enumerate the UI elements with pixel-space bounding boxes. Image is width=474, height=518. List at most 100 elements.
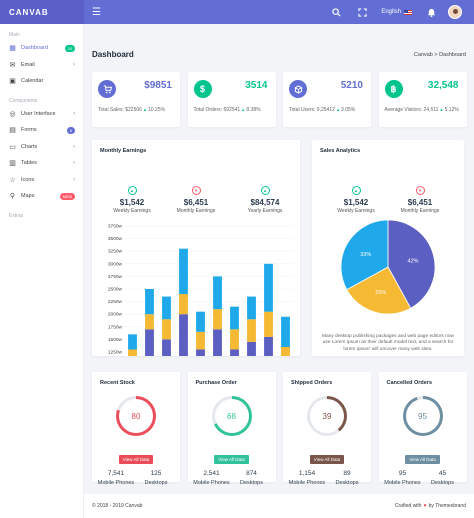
charts-icon: ▭	[9, 143, 16, 151]
donut-card: Purchase Order 68 View All Data 2,541 Mobile…	[187, 372, 276, 486]
y-tick-label: 2750w	[108, 274, 123, 280]
view-all-data-button[interactable]: View All Data	[214, 455, 249, 464]
view-all-data-button[interactable]: View All Data	[405, 455, 440, 464]
sidebar-item-label: User Interface	[21, 110, 56, 117]
donut-card: Shipped Orders 39 View All Data 1,154 Mobile…	[283, 372, 371, 486]
us-flag-icon	[404, 9, 412, 15]
sidebar-item-dashboard[interactable]: ▦ Dashboard 20	[0, 40, 83, 57]
dollar-icon: $	[193, 80, 212, 98]
view-all-data-button[interactable]: View All Data	[118, 455, 154, 464]
bar-segment	[281, 316, 290, 347]
progress-ring: 95	[402, 396, 443, 436]
y-tick-label: 1750w	[108, 324, 123, 330]
sidebar-item-tables[interactable]: ▥ Tables ›	[0, 155, 83, 172]
kpi-value: $1,542	[119, 198, 145, 207]
bitcoin-icon: ฿	[384, 80, 403, 98]
monthly-earnings-card: Monthly Earnings ▲ $1,542 Weekly Earnings ▼…	[92, 140, 300, 356]
sidebar-item-maps[interactable]: ⚲ Maps NEW	[0, 188, 83, 205]
kpi-label: Weekly Earnings	[337, 208, 375, 214]
sidebar-item-label: Email	[21, 61, 35, 68]
progress-ring: 68	[211, 396, 252, 436]
desktop-stat: 874 Desktops	[232, 469, 272, 488]
y-tick-label: 2250w	[108, 299, 123, 305]
breadcrumb[interactable]: Canvab > Dashboard	[413, 52, 466, 58]
kpi-value: $6,451	[407, 198, 433, 207]
y-tick-label: 1500w	[108, 337, 123, 343]
bar-segment	[128, 349, 137, 356]
arrow-up-icon: ▲	[240, 107, 247, 112]
bar-segment	[196, 349, 205, 356]
sales-description: Many desktop publishing packages and web…	[321, 334, 454, 352]
arrow-up-icon: ▲	[334, 107, 342, 112]
stat-card: 5210 Total Users: 9,25412 ▲ 3.05%	[283, 72, 371, 127]
notification-bell-icon[interactable]	[424, 5, 438, 19]
donut-title: Purchase Order	[195, 380, 237, 386]
desktop-count: 45	[438, 470, 447, 477]
progress-value: 95	[405, 399, 440, 433]
bar-segment	[230, 349, 239, 356]
bar-segment	[179, 248, 188, 295]
bar-segment	[162, 296, 171, 320]
stat-label: Average Visitors: 24,511	[384, 107, 439, 113]
stat-value: 32,548	[427, 80, 459, 91]
bar-segment	[264, 263, 273, 312]
bar-segment	[247, 319, 256, 342]
chevron-right-icon: ›	[73, 61, 75, 68]
sidebar-item-user-interface[interactable]: ◎ User Interface ›	[0, 106, 83, 123]
fullscreen-icon[interactable]	[355, 5, 369, 19]
sidebar-item-charts[interactable]: ▭ Charts ›	[0, 139, 83, 156]
menu-toggle-icon[interactable]: ☰	[92, 6, 101, 18]
bar-segment	[247, 296, 256, 320]
desktop-label: Desktops	[431, 480, 454, 487]
user-avatar[interactable]	[448, 5, 462, 19]
donut-title: Recent Stock	[100, 380, 135, 386]
stat-subtitle: Total Users: 9,25412 ▲ 3.05%	[289, 107, 355, 113]
sidebar-section-extras: Extras	[9, 212, 24, 219]
arrow-up-circle-icon: ▲	[351, 186, 361, 195]
language-selector[interactable]: English	[381, 9, 412, 15]
stat-card: $3514 Total Orders: 692541 ▲ 8.38%	[187, 72, 276, 127]
calendar-icon: ▣	[9, 78, 16, 86]
stat-percent: 10.25%	[148, 107, 166, 113]
kpi-label: Yearly Earnings	[247, 208, 283, 214]
sidebar-item-email[interactable]: ✉ Email ›	[0, 57, 83, 74]
sidebar-item-calendar[interactable]: ▣ Calendar	[0, 73, 83, 90]
cart-icon	[98, 80, 116, 98]
kpi-block: ▲ $1,542 Weekly Earnings	[328, 186, 384, 214]
pie-slice	[346, 266, 412, 315]
main-content: Dashboard Canvab > Dashboard $9851 Total …	[84, 24, 474, 518]
kpi-value: $6,451	[183, 198, 209, 207]
view-all-data-button[interactable]: View All Data	[309, 455, 345, 464]
sidebar-item-icons[interactable]: ☆ Icons ›	[0, 172, 83, 189]
mobile-stat: 95 Mobile Phones	[383, 469, 423, 488]
mobile-count: 2,541	[203, 470, 220, 477]
mobile-stat: 7,541 Mobile Phones	[96, 469, 136, 488]
brand-logo[interactable]: CANVAB	[0, 0, 84, 24]
bar-segment	[264, 336, 273, 356]
pie-slice	[387, 219, 436, 309]
page-title: Dashboard	[92, 50, 134, 59]
pie-label: 42%	[408, 259, 419, 265]
stat-subtitle: Average Visitors: 24,511 ▲ 5.12%	[385, 107, 459, 113]
desktop-count: 125	[150, 470, 162, 477]
desktop-count: 89	[343, 470, 351, 477]
sidebar-item-forms[interactable]: ▤ Forms 6	[0, 122, 83, 139]
progress-ring: 80	[116, 396, 156, 436]
sidebar: Main ▦ Dashboard 20 ✉ Email › ▣ Calendar Compon…	[0, 24, 84, 518]
stat-value: 3514	[245, 80, 268, 91]
language-label: English	[381, 9, 401, 15]
bar-segment	[145, 289, 154, 315]
desktop-count: 874	[246, 470, 257, 477]
search-icon[interactable]	[329, 5, 343, 19]
sidebar-item-label: Tables	[21, 160, 37, 167]
bar-segment	[162, 339, 171, 356]
forms-icon: ▤	[9, 127, 16, 135]
sales-analytics-title: Sales Analytics	[320, 148, 361, 154]
button-wrap: View All Data	[283, 448, 371, 466]
mobile-label: Mobile Phones	[97, 480, 135, 487]
mobile-label: Mobile Phones	[193, 480, 230, 487]
bar-segment	[196, 331, 205, 350]
sales-analytics-card: Sales Analytics ▲ $1,542 Weekly Earnings ▼ $…	[312, 140, 464, 356]
kpi-label: Weekly Earnings	[113, 208, 151, 214]
sidebar-item-label: Charts	[21, 143, 38, 150]
